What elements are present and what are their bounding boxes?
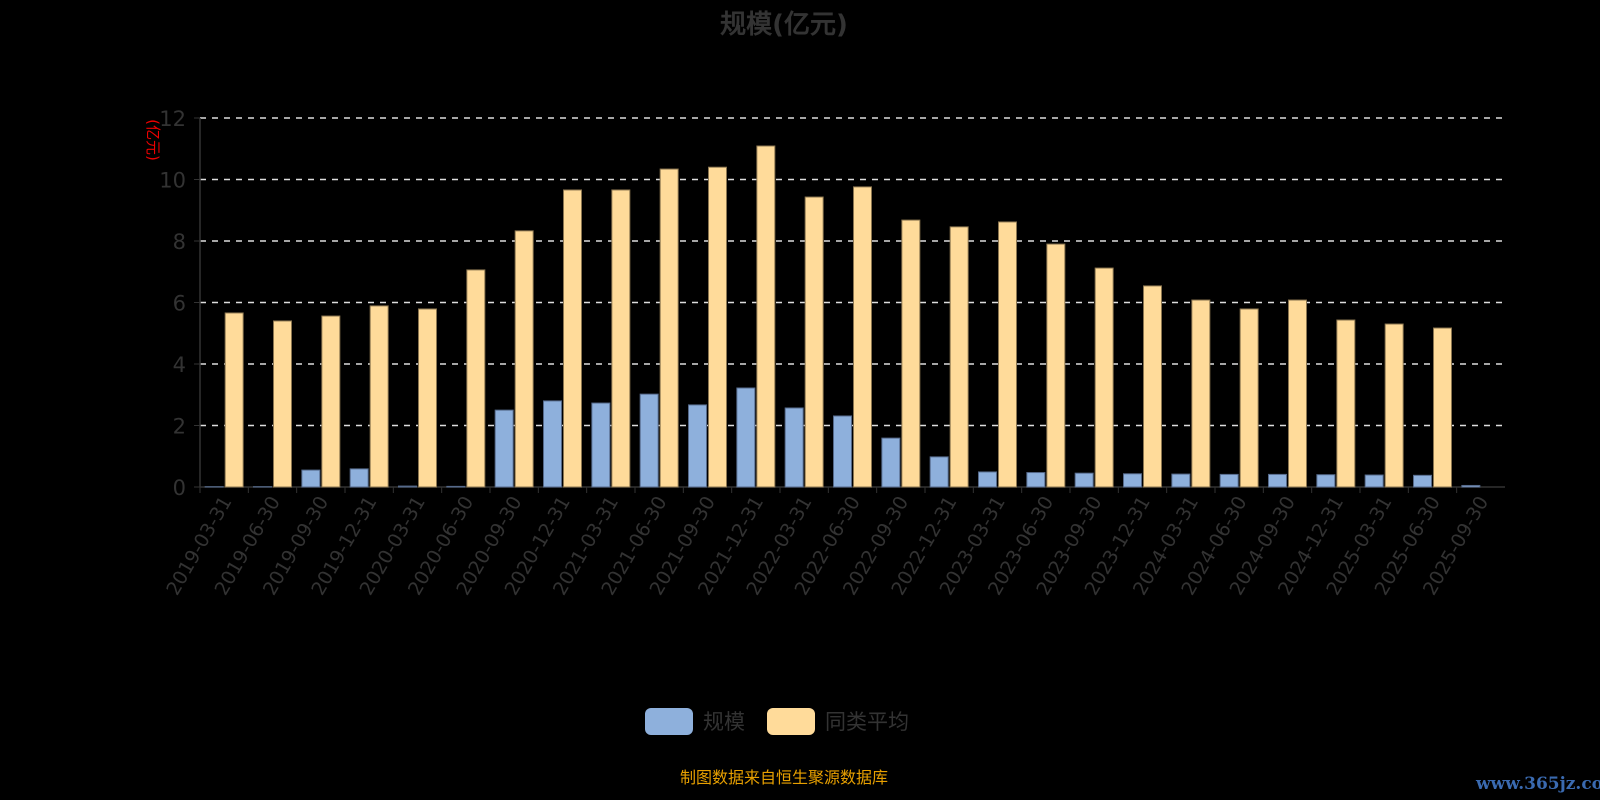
legend-label: 规模 — [703, 710, 745, 734]
bar-scale — [881, 437, 901, 488]
bar-peer-average — [1143, 285, 1162, 488]
bar-peer-average — [659, 168, 679, 488]
bar-scale — [1171, 473, 1191, 488]
y-tick-label: 6 — [173, 292, 186, 316]
bar-peer-average — [563, 189, 582, 488]
bar-peer-average — [708, 166, 727, 488]
source-note: 制图数据来自恒生聚源数据库 — [679, 768, 888, 787]
y-tick-label: 0 — [173, 476, 186, 500]
bar-scale — [929, 456, 949, 488]
bar-peer-average — [418, 308, 437, 488]
y-tick-label: 4 — [173, 353, 186, 377]
legend-item-scale[interactable]: 规模 — [645, 706, 745, 736]
legend-swatch — [767, 707, 815, 735]
bar-scale — [978, 471, 997, 488]
bar-scale — [543, 400, 562, 488]
bar-peer-average — [901, 219, 921, 488]
bar-peer-average — [756, 145, 776, 488]
bar-peer-average — [1094, 267, 1114, 488]
bar-scale — [833, 415, 852, 488]
bar-peer-average — [1433, 327, 1452, 488]
bar-scale — [1074, 472, 1094, 488]
bar-scale — [1316, 474, 1336, 488]
y-tick-label: 2 — [173, 415, 186, 439]
bar-peer-average — [273, 320, 292, 488]
y-axis-label: (亿元) — [144, 119, 162, 161]
bar-peer-average — [514, 230, 534, 488]
legend: 规模 同类平均 — [645, 706, 909, 736]
legend-swatch — [645, 707, 693, 735]
bar-peer-average — [949, 226, 969, 488]
bar-peer-average — [853, 186, 872, 488]
bar-scale — [1026, 472, 1046, 488]
bar-peer-average — [998, 221, 1017, 488]
bar-peer-average — [321, 315, 341, 488]
chart-title: 规模(亿元) — [720, 10, 848, 40]
bar-scale — [784, 407, 804, 488]
y-tick-label: 10 — [159, 169, 186, 193]
bar-scale — [736, 387, 756, 488]
bar-scale — [349, 468, 369, 488]
bar-scale — [1268, 473, 1287, 488]
bar-peer-average — [1288, 299, 1307, 488]
bar-peer-average — [1191, 299, 1211, 488]
bar-scale — [688, 404, 707, 488]
watermark: www.365jz.com — [1476, 774, 1600, 794]
y-tick-label: 12 — [159, 107, 186, 131]
bar-peer-average — [1239, 308, 1259, 488]
bar-scale — [494, 409, 514, 488]
bar-peer-average — [466, 269, 486, 488]
bar-peer-average — [611, 189, 631, 488]
bar-peer-average — [1384, 323, 1404, 488]
bar-scale — [1219, 473, 1239, 488]
bar-peer-average — [224, 312, 244, 488]
bar-peer-average — [804, 196, 824, 488]
bar-scale — [1364, 474, 1384, 488]
bar-scale — [1413, 474, 1432, 488]
bar-peer-average — [1046, 243, 1066, 488]
bar-scale — [301, 469, 321, 488]
legend-label: 同类平均 — [825, 710, 909, 734]
bar-scale — [639, 393, 659, 488]
bar-scale — [1123, 473, 1142, 488]
bar-scale — [398, 485, 417, 488]
bar-scale — [446, 485, 466, 488]
bar-peer-average — [1336, 319, 1356, 488]
legend-item-peer-average[interactable]: 同类平均 — [767, 706, 909, 736]
bar-peer-average — [369, 305, 389, 488]
bar-scale — [591, 402, 611, 488]
y-tick-label: 8 — [173, 230, 186, 254]
bar-scale — [1461, 484, 1481, 488]
